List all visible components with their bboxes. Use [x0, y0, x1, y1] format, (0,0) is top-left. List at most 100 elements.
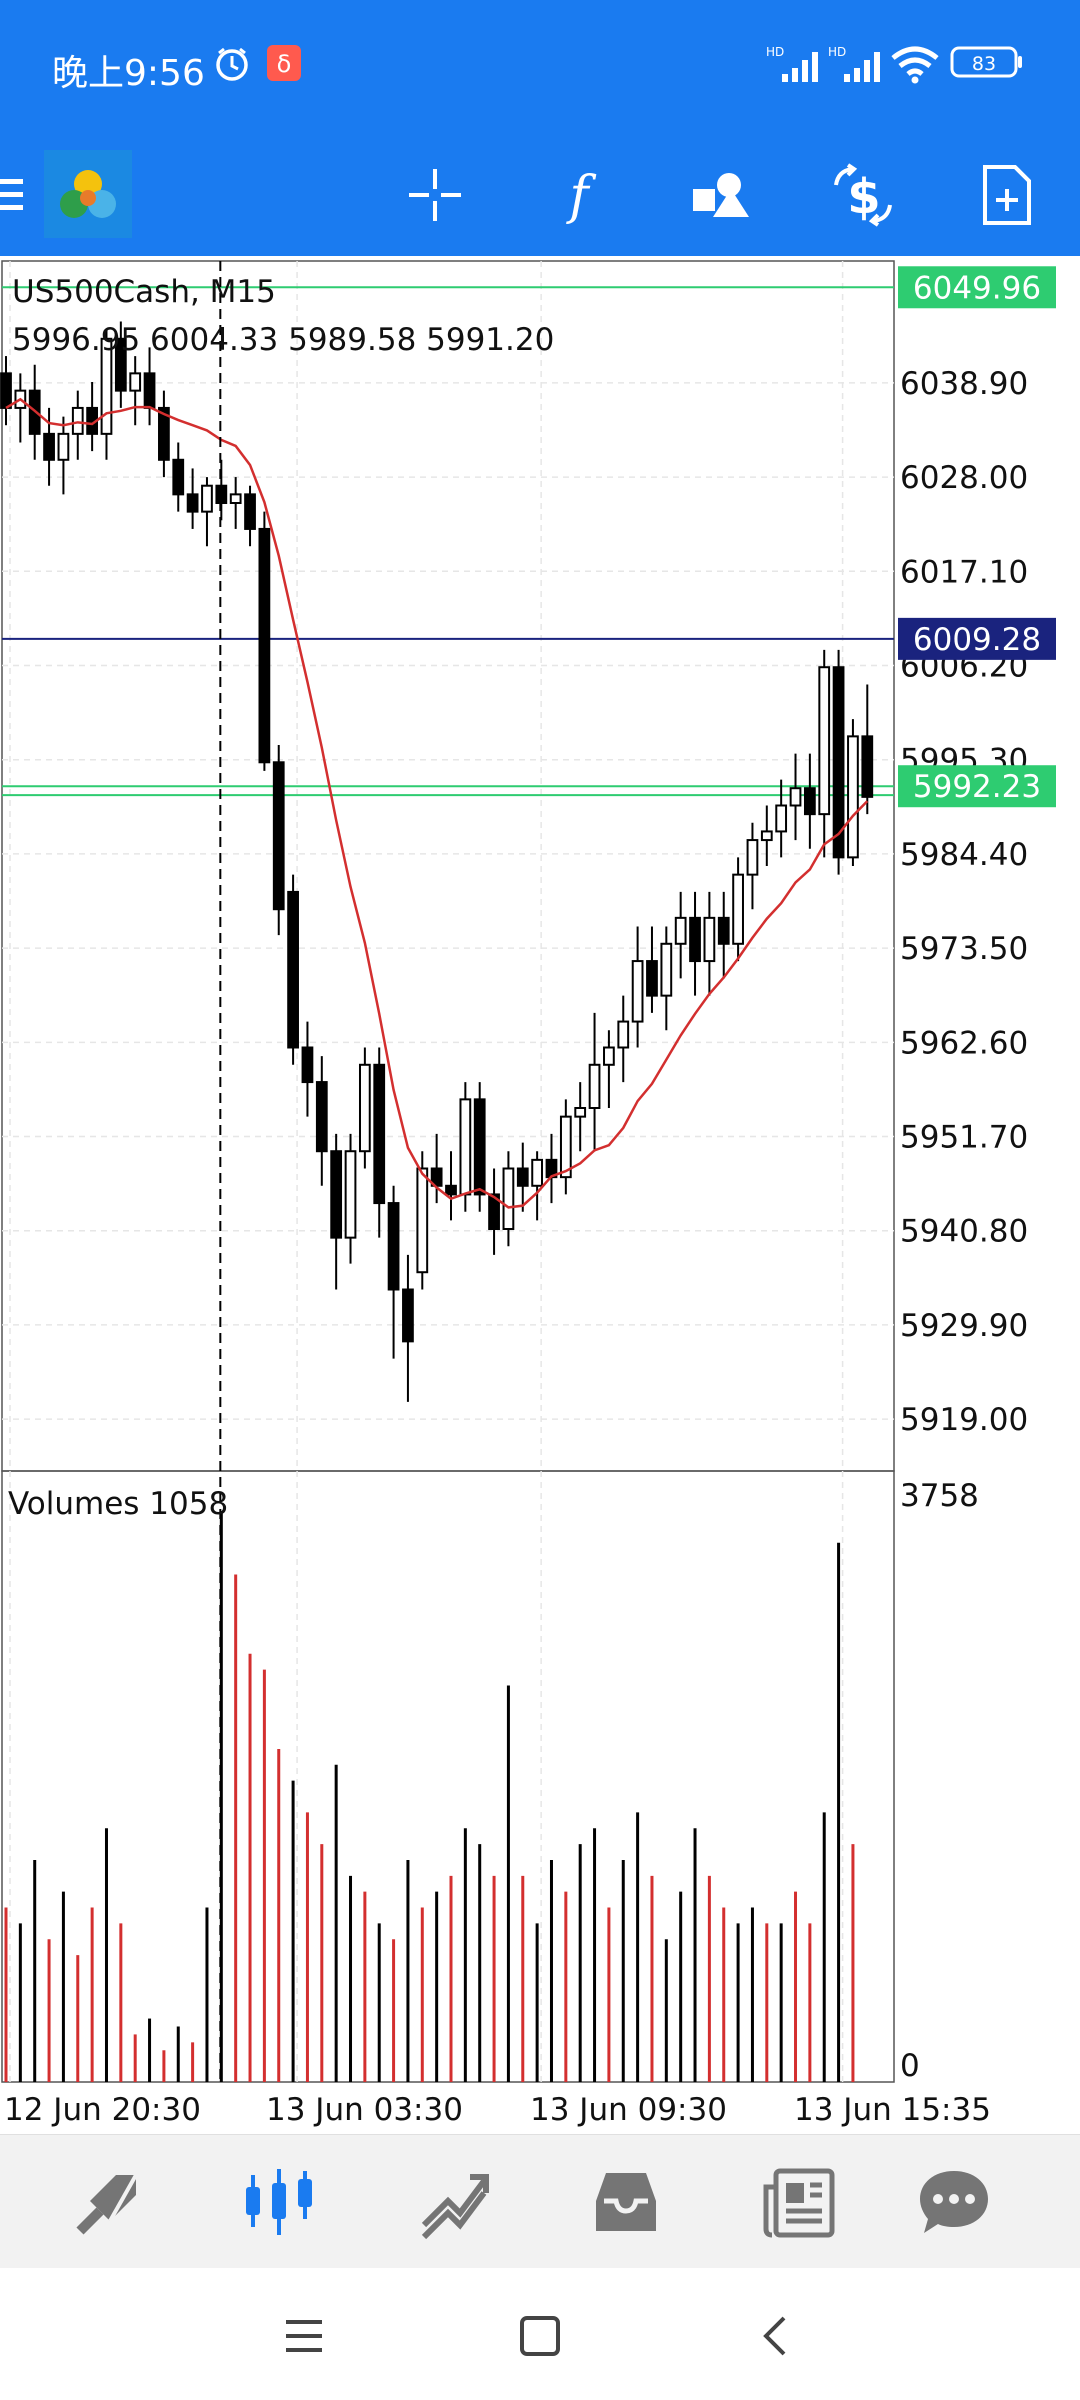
price-axis-label: 6028.00 — [900, 460, 1028, 496]
menu-button[interactable] — [0, 154, 42, 236]
candle — [402, 1288, 414, 1343]
candle — [129, 372, 142, 392]
price-axis-label: 5951.70 — [900, 1120, 1028, 1156]
time-axis-label: 13 Jun 15:35 — [794, 2092, 991, 2128]
back-icon — [763, 2316, 786, 2356]
nav-quotes[interactable] — [68, 2163, 148, 2243]
notification-icon: δ — [266, 44, 302, 86]
new-order-button[interactable] — [966, 154, 1048, 236]
home-button[interactable] — [508, 2304, 572, 2368]
news-icon — [763, 2168, 835, 2238]
signal-icon-2: HD — [828, 44, 886, 88]
candle — [818, 666, 831, 816]
candle — [71, 406, 84, 435]
objects-button[interactable] — [680, 154, 762, 236]
system-navigation — [0, 2268, 1080, 2400]
candle — [559, 1115, 572, 1179]
candle — [473, 1098, 486, 1196]
candle — [201, 484, 213, 513]
messages-icon — [920, 2171, 988, 2233]
candle — [646, 960, 658, 997]
candle — [789, 787, 802, 807]
candle — [832, 666, 845, 859]
level-price-tag-bg — [898, 617, 1056, 660]
crosshair-button[interactable] — [394, 154, 476, 236]
tp-price-tag-bg — [898, 266, 1056, 309]
candle — [502, 1167, 515, 1230]
volume-max-label: 3758 — [900, 1478, 979, 1514]
candle — [186, 493, 199, 513]
svg-text:HD: HD — [828, 45, 846, 59]
candle — [272, 761, 285, 911]
candle — [603, 1046, 615, 1066]
chart-area[interactable]: 6038.90 6028.00 6017.10 6006.20 5995.30 5984.… — [0, 256, 1080, 2136]
candle — [631, 960, 644, 1023]
candle — [861, 735, 874, 798]
volume-pane-frame — [1, 1470, 895, 2083]
function-icon: f — [565, 166, 596, 225]
candle — [373, 1063, 386, 1205]
home-icon — [520, 2316, 560, 2356]
chart-toolbar: f $ — [0, 132, 1080, 256]
level-price-tag: 6009.28 — [913, 622, 1041, 658]
candle — [330, 1150, 343, 1239]
recent-apps-button[interactable] — [272, 2304, 336, 2368]
candle — [172, 458, 185, 496]
candle — [100, 337, 113, 435]
signal-icon-1: HD — [766, 44, 824, 88]
candle — [114, 337, 127, 392]
status-bar: 晚上9:56 δ HD HD 83 — [0, 0, 1080, 132]
trade-icon — [421, 2174, 489, 2240]
nav-history[interactable] — [586, 2163, 666, 2243]
candle — [617, 1020, 630, 1049]
trade-button[interactable]: $ — [822, 154, 904, 236]
candle — [674, 916, 687, 945]
svg-text:HD: HD — [766, 45, 784, 59]
status-time: 晚上9:56 — [52, 53, 205, 94]
price-pane-frame — [1, 260, 895, 1472]
svg-text:83: 83 — [972, 53, 996, 75]
candle — [258, 527, 271, 764]
indicators-button[interactable]: f — [538, 154, 620, 236]
candle — [703, 916, 716, 963]
candle — [588, 1063, 601, 1109]
wifi-icon — [890, 44, 940, 88]
candle — [301, 1046, 314, 1084]
time-axis-label: 13 Jun 03:30 — [266, 2092, 463, 2128]
current-price-tag-bg — [898, 765, 1056, 808]
bottom-navigation — [0, 2134, 1080, 2269]
candle — [416, 1167, 429, 1274]
trade-dollar-icon: $ — [834, 163, 892, 227]
svg-text:δ: δ — [277, 50, 292, 78]
candle — [158, 406, 170, 461]
candle — [717, 916, 730, 945]
candle — [746, 839, 759, 876]
price-chart[interactable]: 6038.906028.006017.106006.205995.305984.… — [0, 256, 1080, 2136]
price-axis-label: 5984.40 — [900, 837, 1028, 873]
nav-chart[interactable] — [240, 2163, 320, 2243]
nav-news[interactable] — [758, 2163, 838, 2243]
app-logo[interactable] — [44, 150, 132, 238]
nav-messages[interactable] — [914, 2163, 994, 2243]
price-axis-label: 5940.80 — [900, 1214, 1028, 1250]
price-axis-label: 5973.50 — [900, 931, 1028, 967]
current-price-tag: 5992.23 — [913, 769, 1041, 805]
chart-candles-icon — [246, 2169, 312, 2235]
nav-trade[interactable] — [414, 2163, 494, 2243]
crosshair-icon — [409, 169, 461, 221]
candle — [516, 1167, 529, 1187]
tp-price-tag: 6049.96 — [913, 270, 1041, 306]
candle — [143, 372, 156, 409]
candle — [344, 1150, 357, 1239]
candle — [387, 1202, 400, 1291]
price-axis-label: 5962.60 — [900, 1025, 1028, 1061]
candle — [459, 1098, 472, 1196]
candle — [803, 787, 816, 816]
quotes-icon — [76, 2174, 138, 2235]
back-button[interactable] — [744, 2304, 808, 2368]
svg-text:f: f — [565, 166, 596, 225]
metatrader-logo-icon — [60, 170, 116, 218]
candle — [660, 942, 673, 997]
battery-icon: 83 — [950, 44, 1024, 84]
menu-icon — [0, 179, 23, 210]
